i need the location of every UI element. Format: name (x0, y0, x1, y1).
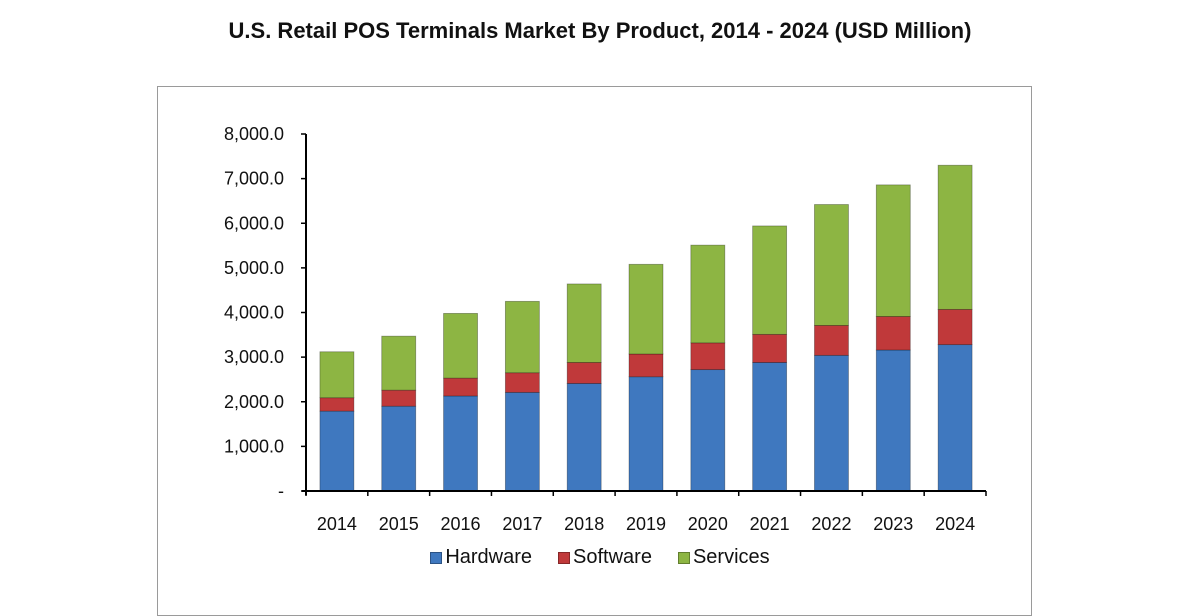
legend-swatch-services (677, 551, 690, 564)
y-tick-label: 8,000.0 (224, 124, 284, 144)
x-tick-label: 2014 (317, 514, 357, 534)
x-tick-label: 2015 (379, 514, 419, 534)
bar-hardware-2022 (814, 354, 849, 492)
legend-item-software: Software (558, 546, 652, 569)
bar-services-2020 (690, 244, 726, 344)
bar-services-2023 (875, 184, 911, 317)
y-tick-label: - (278, 481, 284, 501)
bar-software-2024 (937, 308, 973, 346)
x-tick-label: 2024 (935, 514, 975, 534)
y-tick-label: 2,000.0 (224, 392, 284, 412)
bar-software-2020 (690, 342, 726, 371)
bar-software-2016 (443, 377, 478, 397)
bar-hardware-2017 (504, 391, 540, 492)
bar-hardware-2020 (690, 369, 726, 492)
bar-services-2015 (381, 335, 417, 391)
stacked-bar-chart: 2014 2015 2016 2017 2018 2019 2020 2021 2022 2023… (224, 124, 987, 534)
bar-software-2022 (814, 325, 849, 356)
bar-software-2021 (752, 333, 788, 363)
bar-software-2023 (875, 316, 911, 351)
bar-hardware-2019 (628, 376, 664, 492)
bar-services-2021 (752, 225, 788, 335)
legend-label: Software (573, 546, 652, 568)
legend-item-hardware: Hardware (430, 546, 532, 569)
bar-software-2017 (504, 372, 540, 393)
x-tick-label: 2023 (873, 514, 913, 534)
bar-hardware-2016 (443, 395, 478, 492)
bar-software-2014 (319, 397, 355, 412)
bar-services-2024 (937, 164, 973, 310)
bar-services-2018 (566, 283, 602, 363)
y-tick-label: 5,000.0 (224, 258, 284, 278)
bar-services-2022 (814, 204, 849, 326)
x-tick-label: 2020 (688, 514, 728, 534)
bar-software-2019 (628, 353, 664, 378)
bar-hardware-2021 (752, 362, 788, 492)
x-tick-label: 2017 (502, 514, 542, 534)
x-tick-label: 2018 (564, 514, 604, 534)
y-tick-label: 3,000.0 (224, 347, 284, 367)
bar-software-2015 (381, 389, 417, 407)
bar-services-2019 (628, 263, 664, 355)
y-tick-label: 6,000.0 (224, 213, 284, 233)
bar-services-2017 (504, 300, 540, 374)
y-tick-label: 4,000.0 (224, 303, 284, 323)
bar-hardware-2023 (875, 349, 911, 492)
bar-hardware-2018 (566, 383, 602, 492)
x-tick-label: 2019 (626, 514, 666, 534)
legend-swatch-hardware (430, 551, 443, 564)
legend: Hardware Software Services (0, 546, 1200, 569)
bar-services-2016 (443, 312, 478, 379)
y-tick-label: 1,000.0 (224, 436, 284, 456)
bar-hardware-2014 (319, 410, 355, 492)
bar-hardware-2024 (937, 344, 973, 492)
x-tick-label: 2016 (441, 514, 481, 534)
legend-label: Hardware (445, 546, 533, 568)
bar-services-2014 (319, 351, 355, 399)
legend-item-services: Services (677, 546, 770, 569)
x-tick-label: 2021 (750, 514, 790, 534)
y-tick-label: 7,000.0 (224, 169, 284, 189)
legend-label: Services (692, 546, 770, 568)
bar-hardware-2015 (381, 405, 417, 492)
legend-swatch-software (558, 551, 571, 564)
chart-title: U.S. Retail POS Terminals Market By Prod… (228, 18, 972, 43)
x-tick-label: 2022 (811, 514, 851, 534)
bar-software-2018 (566, 362, 602, 384)
